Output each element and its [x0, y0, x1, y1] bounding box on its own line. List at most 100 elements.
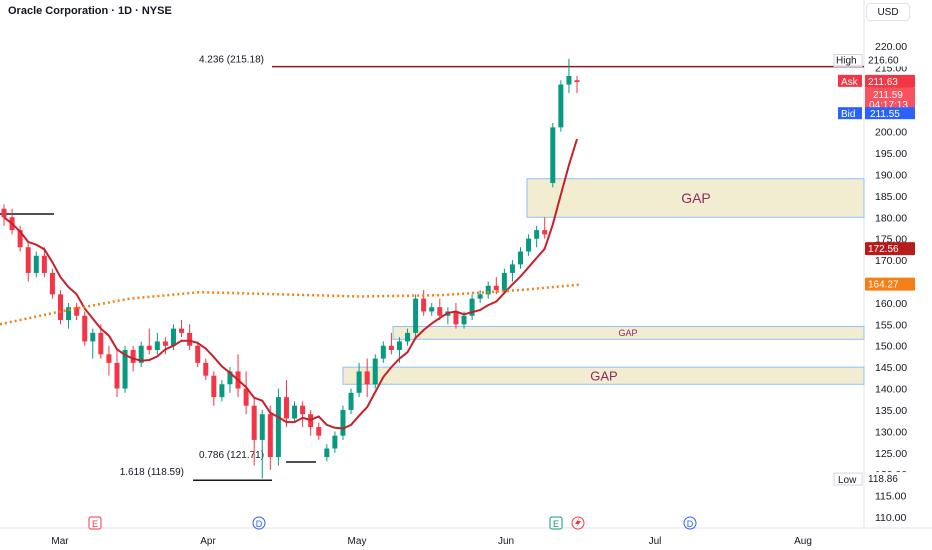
candle-body: [558, 84, 564, 128]
y-tick-label: 200.00: [875, 127, 907, 139]
high-value: 216.60: [868, 56, 899, 67]
candle-body: [106, 354, 112, 363]
candle-body: [477, 294, 483, 299]
gap-label: GAP: [681, 190, 711, 206]
y-tick-label: 185.00: [875, 191, 907, 203]
candle-body: [187, 332, 193, 346]
candle-body: [179, 328, 185, 333]
y-tick-label: 195.00: [875, 148, 907, 160]
candle-body: [57, 294, 63, 321]
candle-body: [33, 255, 39, 273]
candle-body: [267, 414, 273, 458]
fib-0786-label: 0.786 (121.71): [199, 450, 264, 461]
candle-body: [364, 371, 370, 385]
bid-label: Bid: [841, 109, 855, 120]
dividend-marker: [683, 516, 697, 530]
candle-body: [380, 345, 386, 359]
candle-body: [453, 311, 459, 325]
candle-body: [461, 315, 467, 325]
lightning-icon: [575, 518, 581, 528]
low-label-box: [833, 472, 863, 486]
candle-body: [219, 384, 225, 398]
candle-body: [138, 345, 144, 363]
gap-zone: [526, 178, 865, 218]
gap-label: GAP: [590, 369, 617, 384]
y-tick-label: 145.00: [875, 362, 907, 374]
x-tick-label: Jun: [498, 536, 514, 547]
currency-button[interactable]: USD: [866, 3, 910, 21]
candle-body: [66, 307, 72, 321]
candle-body: [283, 397, 289, 419]
chart-title: Oracle Corporation · 1D · NYSE: [8, 5, 172, 17]
candle-body: [574, 80, 580, 83]
candle-body: [82, 315, 88, 342]
earnings-marker: [88, 516, 102, 530]
bid-value-bg: [865, 107, 915, 120]
candle-body: [227, 371, 233, 385]
candle-body: [146, 345, 152, 351]
candle-body: [437, 307, 443, 316]
low-value-bg: [865, 472, 915, 486]
candle-body: [203, 362, 209, 376]
y-tick-label: 125.00: [875, 448, 907, 460]
candle-body: [388, 345, 394, 351]
candle-body: [421, 298, 427, 312]
candle-body: [372, 358, 378, 385]
candle-body: [469, 298, 475, 316]
high-label-box: [833, 54, 863, 68]
candle-body: [348, 392, 354, 410]
candle-body: [501, 272, 507, 291]
fib-4236-label: 4.236 (215.18): [199, 55, 264, 66]
candle-body: [25, 247, 31, 273]
candle-body: [405, 332, 411, 342]
ma-long-value-bg: [865, 277, 915, 291]
candle-body: [340, 409, 346, 436]
low-label: Low: [838, 475, 857, 486]
y-tick-label: 220.00: [875, 41, 907, 53]
candle-body: [41, 255, 47, 273]
bid-value: 211.55: [870, 109, 900, 120]
candle-body: [122, 350, 128, 389]
x-tick-label: Aug: [794, 536, 812, 547]
candle-body: [154, 341, 160, 351]
y-tick-label: 115.00: [875, 491, 906, 503]
candle-body: [550, 127, 556, 184]
candle-body: [130, 350, 136, 363]
high-value-bg: [865, 53, 915, 67]
candle-body: [17, 230, 23, 248]
gap-label: GAP: [618, 328, 637, 338]
x-tick-label: Apr: [200, 536, 216, 547]
ask-tag-bg: [838, 74, 862, 87]
candle-body: [114, 362, 120, 389]
candle-body: [324, 448, 330, 458]
gap-zone: [392, 325, 865, 340]
y-tick-label: 135.00: [875, 405, 907, 417]
candle-body: [170, 328, 176, 346]
y-tick-label: 140.00: [875, 384, 907, 396]
y-tick-label: 110.00: [875, 512, 906, 524]
candle-body: [98, 332, 104, 355]
low-value: 118.86: [868, 474, 898, 485]
earnings-marker: [549, 516, 563, 530]
fib-1618-label: 1.618 (118.59): [120, 467, 184, 478]
candle-body: [292, 405, 298, 419]
event-marker-label: E: [92, 519, 98, 529]
candle-body: [49, 272, 55, 295]
y-tick-label: 190.00: [875, 169, 907, 181]
y-tick-label: 150.00: [875, 341, 907, 353]
candle-body: [413, 298, 419, 333]
ma-short-value-bg: [865, 242, 915, 256]
y-tick-label: 160.00: [875, 298, 907, 310]
y-tick-label: 170.00: [875, 255, 907, 267]
candle-body: [195, 345, 201, 363]
candle-body: [356, 371, 362, 393]
candle-body: [251, 405, 257, 440]
x-tick-label: May: [348, 536, 367, 547]
x-tick-label: Jul: [649, 536, 662, 547]
candle-body: [429, 307, 435, 312]
candle-body: [566, 75, 572, 85]
gap-zone: [342, 366, 865, 385]
candle-body: [526, 238, 532, 252]
last-price: 211.59: [873, 90, 903, 101]
